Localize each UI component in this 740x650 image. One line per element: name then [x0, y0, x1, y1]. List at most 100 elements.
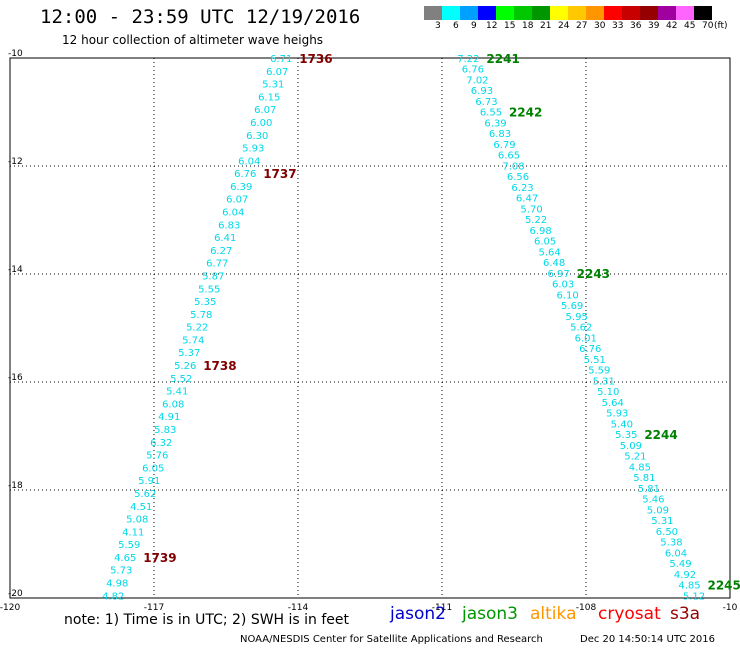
y-tick-label: -12: [8, 157, 23, 167]
wave-height-value: 5.81: [638, 484, 660, 495]
pass-time-label: 2241: [486, 52, 519, 66]
wave-height-value: 6.04: [222, 208, 244, 219]
pass-time-label: 1736: [299, 52, 332, 66]
wave-height-value: 6.15: [258, 92, 280, 103]
color-bin-27: [568, 6, 586, 20]
wave-height-value: 6.07: [266, 67, 288, 78]
altimeter-track-map: -120 -117 -114 -111 -108 -10 -10 -12 -14 -16 -18 -2…: [0, 49, 740, 610]
color-bin-24: [550, 6, 568, 20]
color-bin-33: [604, 6, 622, 20]
color-bin-21: [532, 6, 550, 20]
wave-height-value: 6.08: [162, 399, 184, 410]
wave-height-value: 5.46: [642, 495, 664, 506]
wave-height-value: 6.83: [489, 129, 511, 140]
pass-time-label: 2242: [509, 106, 542, 120]
color-bin-12: [478, 6, 496, 20]
wave-height-value: 6.47: [516, 194, 538, 205]
wave-height-value: 6.10: [557, 290, 579, 301]
wave-height-value: 7.02: [466, 75, 488, 86]
wave-height-value: 5.74: [182, 335, 204, 346]
wave-height-value: 6.03: [552, 280, 574, 291]
map-frame: [9, 57, 731, 599]
wave-height-value: 5.10: [597, 387, 619, 398]
wave-height-value: 5.76: [146, 451, 168, 462]
chart-subtitle: 12 hour collection of altimeter wave hei…: [62, 33, 324, 47]
wave-height-value: 6.77: [206, 259, 228, 270]
wave-height-value: 7.08: [502, 161, 524, 172]
wave-height-value: 6.76: [234, 169, 256, 180]
color-scale-unit: (ft): [714, 21, 728, 31]
legend-jason2: jason2: [390, 604, 446, 624]
wave-height-value: 6.93: [471, 86, 493, 97]
wave-height-value: 5.08: [126, 515, 148, 526]
wave-height-value: 4.85: [678, 581, 700, 592]
color-bin-42: [658, 6, 676, 20]
x-tick-label: -114: [288, 603, 309, 610]
wave-height-value: 5.87: [202, 271, 224, 282]
wave-height-value: 5.62: [134, 489, 156, 500]
wave-height-value: 6.04: [665, 548, 687, 559]
footer-credit: NOAA/NESDIS Center for Satellite Applica…: [240, 634, 543, 645]
wave-height-value: 6.71: [270, 54, 292, 65]
wave-height-value: 6.98: [529, 226, 551, 237]
wave-height-value: 5.83: [154, 425, 176, 436]
x-tick-label: -108: [576, 603, 597, 610]
wave-height-value: 5.37: [178, 348, 200, 359]
wave-height-value: 6.56: [507, 172, 529, 183]
wave-height-value: 6.76: [579, 344, 601, 355]
color-bin-18: [514, 6, 532, 20]
color-bin-label: 39: [648, 21, 660, 31]
color-bin-70: [694, 6, 712, 20]
wave-height-value: 4.91: [158, 412, 180, 423]
color-bin-label: 45: [684, 21, 696, 31]
wave-height-value: 5.38: [660, 538, 682, 549]
wave-height-value: 4.92: [674, 570, 696, 581]
color-bin-label: 9: [471, 21, 477, 31]
wave-height-value: 5.78: [190, 310, 212, 321]
wave-height-value: 6.39: [230, 182, 252, 193]
wave-height-value: 5.40: [611, 419, 633, 430]
wave-height-value: 6.04: [238, 156, 260, 167]
wave-height-value: 5.95: [566, 312, 588, 323]
units-note: note: 1) Time is in UTC; 2) SWH is in fe…: [64, 612, 350, 628]
wave-height-value: 6.01: [575, 333, 597, 344]
wave-height-value: 6.07: [226, 195, 248, 206]
color-bin-label: 3: [435, 21, 441, 31]
wave-height-value: 6.73: [475, 97, 497, 108]
wave-height-value: 5.70: [520, 204, 542, 215]
wave-height-value: 4.98: [106, 579, 128, 590]
color-bin-label: 36: [630, 21, 642, 31]
wave-height-value: 5.51: [584, 355, 606, 366]
wave-height-value: 6.48: [543, 258, 565, 269]
wave-height-value: 5.59: [118, 540, 140, 551]
wave-height-value: 5.73: [110, 566, 132, 577]
pass-time-label: 2244: [644, 428, 677, 442]
wave-height-value: 5.81: [633, 473, 655, 484]
x-tick-label: -111: [432, 603, 452, 610]
wave-height-value: 5.69: [561, 301, 583, 312]
y-tick-label: -14: [8, 265, 23, 275]
wave-height-value: 6.30: [246, 131, 268, 142]
wave-height-value: 5.22: [525, 215, 547, 226]
wave-height-value: 5.09: [620, 441, 642, 452]
color-bin-label: 42: [666, 21, 678, 31]
wave-height-value: 5.93: [606, 409, 628, 420]
wave-height-value: 6.97: [548, 269, 570, 280]
wave-height-value: 4.82: [102, 591, 124, 602]
wave-height-value: 5.49: [669, 559, 691, 570]
color-bin-label: 12: [486, 21, 498, 31]
color-bin-label: 27: [576, 21, 588, 31]
wave-height-value: 5.52: [170, 374, 192, 385]
color-bin-9: [460, 6, 478, 20]
wave-height-value: 5.35: [194, 297, 216, 308]
wave-height-value: 5.93: [242, 144, 264, 155]
wave-height-value: 5.59: [588, 366, 610, 377]
wave-height-value: 5.09: [647, 505, 669, 516]
legend-s3a: s3a: [670, 604, 701, 624]
wave-height-value: 5.41: [166, 387, 188, 398]
legend-jason3: jason3: [462, 604, 518, 624]
color-bin-15: [496, 6, 514, 20]
y-tick-label: -16: [8, 373, 23, 383]
color-bin-6: [442, 6, 460, 20]
wave-height-value: 6.83: [218, 220, 240, 231]
